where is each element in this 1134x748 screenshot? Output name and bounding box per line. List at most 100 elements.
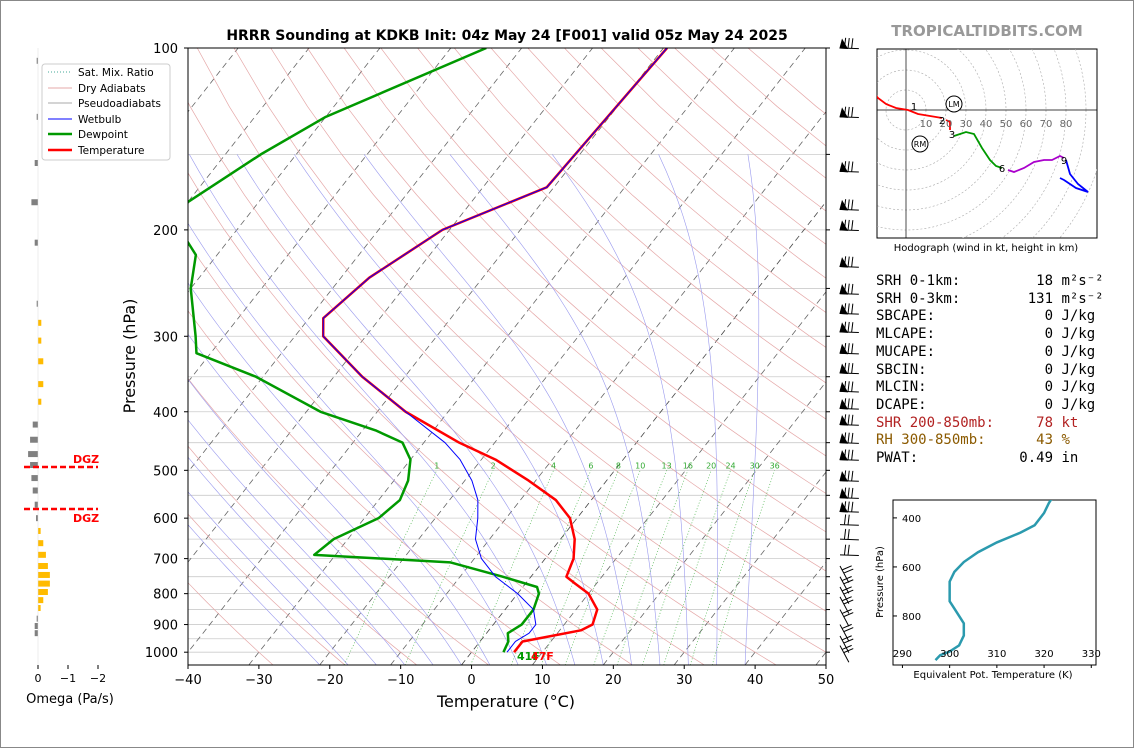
barb-feather [847, 398, 850, 409]
hodo-height-label: 6 [999, 164, 1005, 175]
mixing-ratio-line [642, 470, 712, 665]
wind-barb [839, 576, 854, 594]
barb-feather [843, 589, 854, 595]
barb-feather [851, 414, 854, 425]
x-tick-label: −10 [387, 673, 414, 688]
barb-staff [839, 586, 850, 604]
barb-feather [842, 565, 852, 571]
isotherm [188, 48, 310, 203]
barb-feather [843, 398, 847, 409]
index-value: 18 [1002, 273, 1054, 289]
barb-feather [843, 544, 847, 555]
dry-adiabat [188, 172, 705, 665]
omega-bar [31, 199, 38, 206]
y-tick-label: 900 [153, 619, 178, 634]
wind-barb [839, 501, 859, 513]
moist-adiabat [188, 419, 406, 665]
barb-feather [847, 470, 850, 481]
index-row: MUCAPE: 0 J/kg [876, 344, 1095, 360]
x-tick-label: −40 [174, 673, 201, 688]
omega-bar [32, 487, 38, 494]
wind-barb [839, 635, 854, 653]
dry-adiabat [188, 310, 561, 665]
dry-adiabat [380, 48, 826, 457]
omega-bar [36, 615, 38, 622]
index-row: SBCIN: 0 J/kg [876, 362, 1095, 378]
skewt-background-lines [188, 48, 826, 665]
dry-adiabat [196, 48, 826, 653]
omega-bar [30, 436, 38, 443]
index-unit: J/kg [1053, 308, 1096, 325]
skewt-ticks: −40 −30 −20 −10 0 10 20 30 40 50 100 200 300 400 500 60… [145, 42, 834, 688]
barb-feather [843, 612, 854, 617]
index-value: 131 [1002, 290, 1054, 307]
x-tick-label: −30 [245, 673, 272, 688]
mixing-ratio-label: 1 [434, 461, 439, 470]
omega-bar [34, 501, 38, 508]
index-label: SRH 0-1km: [876, 273, 1003, 289]
moist-adiabat [188, 222, 519, 665]
omega-bar [30, 462, 38, 469]
barb-feather [851, 470, 854, 481]
theta-e-ticks: 290 300 310 320 330 400 600 800 [893, 514, 1101, 668]
wind-barb [839, 199, 859, 211]
omega-bar [38, 540, 44, 547]
barb-feather [847, 414, 850, 425]
isotherm [319, 48, 806, 665]
omega-bar [38, 398, 42, 405]
wind-barb [839, 303, 859, 315]
barb-feather [843, 161, 847, 172]
y-tick-label: 400 [153, 406, 178, 421]
dgz-bottom-label: DGZ [73, 512, 99, 525]
mixing-ratio-line [689, 470, 755, 665]
omega-bar [38, 527, 41, 534]
omega-bar [38, 319, 42, 326]
hodo-ring-label: 70 [1040, 119, 1053, 130]
dry-adiabat [527, 48, 826, 314]
index-label: MLCIN: [876, 379, 1003, 396]
index-row: SBCAPE: 0 J/kg [876, 308, 1095, 324]
dry-adiabat [454, 48, 826, 384]
omega-tick-label: −1 [60, 672, 76, 685]
hodo-segment [877, 95, 943, 119]
barb-feather [843, 514, 847, 525]
hodograph-labels: 10 20 30 40 50 60 70 80 1 23 6 9 LM RM [911, 95, 1072, 175]
isotherm [188, 48, 523, 473]
hodo-ring-label: 40 [980, 119, 993, 130]
omega-bar [34, 630, 38, 637]
barb-feather [843, 106, 847, 117]
isotherm [188, 48, 593, 563]
wind-barb [839, 398, 859, 410]
omega-bar [36, 515, 38, 522]
barb-feather [847, 256, 850, 267]
skewt-xlabel: Temperature (°C) [436, 692, 575, 711]
wind-barbs [839, 37, 859, 663]
wind-barb [839, 470, 859, 482]
isotherm [188, 48, 381, 293]
index-unit: J/kg [1053, 379, 1096, 396]
omega-tick-label: 0 [35, 672, 42, 685]
theta-e-x-tick-label: 330 [1082, 649, 1101, 660]
mixing-ratio-label: 4 [551, 461, 556, 470]
index-value: 0.49 [1002, 450, 1054, 466]
dry-adiabat [233, 48, 826, 612]
theta-e-frame [892, 499, 1097, 666]
barb-feather [851, 487, 854, 498]
barb-feather [851, 363, 854, 374]
x-tick-label: 0 [467, 673, 475, 688]
storm-motion-label: RM [914, 140, 927, 149]
omega-bar [28, 451, 38, 458]
omega-bar [32, 421, 38, 428]
x-tick-label: 10 [534, 673, 551, 688]
skewt-profiles [188, 48, 668, 653]
dry-adiabat [188, 241, 633, 665]
moist-adiabat [236, 154, 576, 665]
index-row: DCAPE: 0 J/kg [876, 397, 1095, 413]
barb-staff [839, 524, 859, 526]
theta-e-x-tick-label: 320 [1035, 649, 1054, 660]
hodo-segment [953, 131, 1003, 169]
barb-feather [847, 362, 850, 373]
barb-staff [839, 565, 850, 583]
barb-feather [843, 342, 847, 354]
wind-barb [839, 342, 859, 355]
